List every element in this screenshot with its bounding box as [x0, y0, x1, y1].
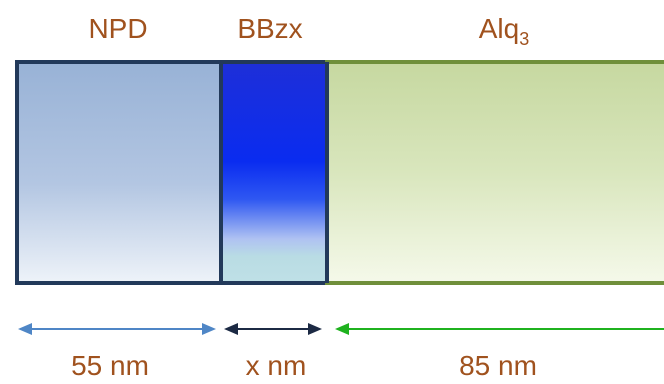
alq3-name: Alq	[479, 13, 519, 44]
alq3-thickness-arrow	[335, 323, 664, 335]
alq3-layer-block	[325, 60, 664, 285]
alq3-subscript: 3	[519, 29, 529, 49]
thickness-label-npd: 55 nm	[71, 350, 149, 381]
bbzx-thickness-arrow	[224, 323, 322, 335]
npd-layer-block	[15, 60, 223, 285]
layer-label-alq3: Alq3	[479, 13, 529, 49]
npd-thickness-arrow	[18, 323, 216, 335]
bbzx-layer-block	[219, 60, 329, 285]
thickness-label-bbzx: x nm	[246, 350, 307, 381]
thickness-label-alq3: 85 nm	[459, 350, 537, 381]
layer-label-npd: NPD	[88, 13, 147, 44]
layer-label-bbzx: BBzx	[237, 13, 302, 44]
